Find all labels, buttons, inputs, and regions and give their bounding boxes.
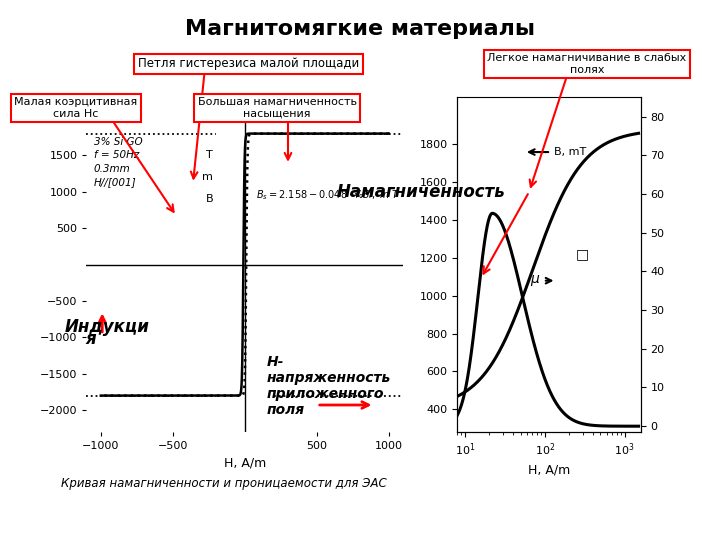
Text: □: □ — [576, 247, 590, 261]
Text: Индукци: Индукци — [65, 318, 150, 336]
Text: H-
напряженность
приложенного
поля: H- напряженность приложенного поля — [266, 355, 391, 417]
Text: я: я — [85, 330, 96, 348]
Text: Намагниченность: Намагниченность — [337, 183, 505, 201]
Text: Большая намагниченность
насыщения: Большая намагниченность насыщения — [198, 97, 356, 119]
Text: B: B — [205, 194, 213, 204]
X-axis label: H, A/m: H, A/m — [224, 457, 266, 470]
Text: m: m — [202, 172, 213, 183]
Text: B, mT: B, mT — [554, 147, 586, 157]
Text: Магнитомягкие материалы: Магнитомягкие материалы — [185, 19, 535, 39]
Text: Легкое намагничивание в слабых
полях: Легкое намагничивание в слабых полях — [487, 53, 686, 75]
Text: Малая коэрцитивная
сила Hс: Малая коэрцитивная сила Hс — [14, 97, 138, 119]
Text: 3% Si GO
f = 50Hz
0.3mm
H//[001]: 3% Si GO f = 50Hz 0.3mm H//[001] — [94, 137, 143, 187]
X-axis label: H, A/m: H, A/m — [528, 464, 570, 477]
Text: μ: μ — [531, 272, 539, 286]
Text: Кривая намагниченности и проницаемости для ЭАС: Кривая намагниченности и проницаемости д… — [61, 477, 387, 490]
Text: $B_s = 2.158 - 0.048 \cdot \%Si,\ in\ T$: $B_s = 2.158 - 0.048 \cdot \%Si,\ in\ T$ — [256, 188, 400, 202]
Text: T: T — [207, 151, 213, 160]
Text: Петля гистерезиса малой площади: Петля гистерезиса малой площади — [138, 57, 359, 70]
